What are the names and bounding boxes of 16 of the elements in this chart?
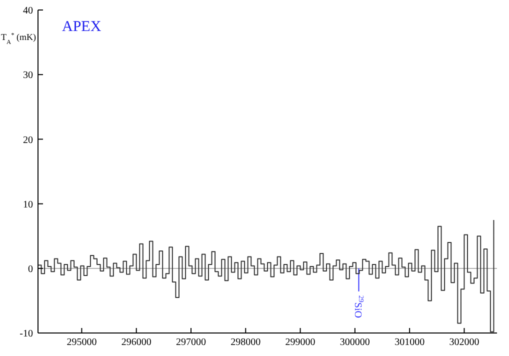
y-tick-label: 40 [23, 6, 33, 17]
x-tick-label: 299000 [285, 337, 316, 348]
x-tick-label: 302000 [449, 337, 480, 348]
x-tick-label: 296000 [121, 337, 152, 348]
x-tick-label: 301000 [394, 337, 425, 348]
x-tick-label: 297000 [176, 337, 206, 348]
annotation: APEX [62, 19, 102, 35]
x-tick-label: 298000 [230, 337, 261, 348]
y-tick-label: -10 [20, 328, 33, 340]
y-tick-label: 20 [23, 134, 33, 146]
x-tick-label: 295000 [66, 337, 97, 348]
y-tick-label: 0 [28, 264, 33, 275]
x-tick-label: 300000 [340, 337, 370, 348]
y-tick-label: 30 [23, 70, 33, 82]
y-axis-title: T$_{A}$$^{*}$ (mK) [1, 32, 36, 46]
y-tick-label: 10 [23, 199, 33, 210]
